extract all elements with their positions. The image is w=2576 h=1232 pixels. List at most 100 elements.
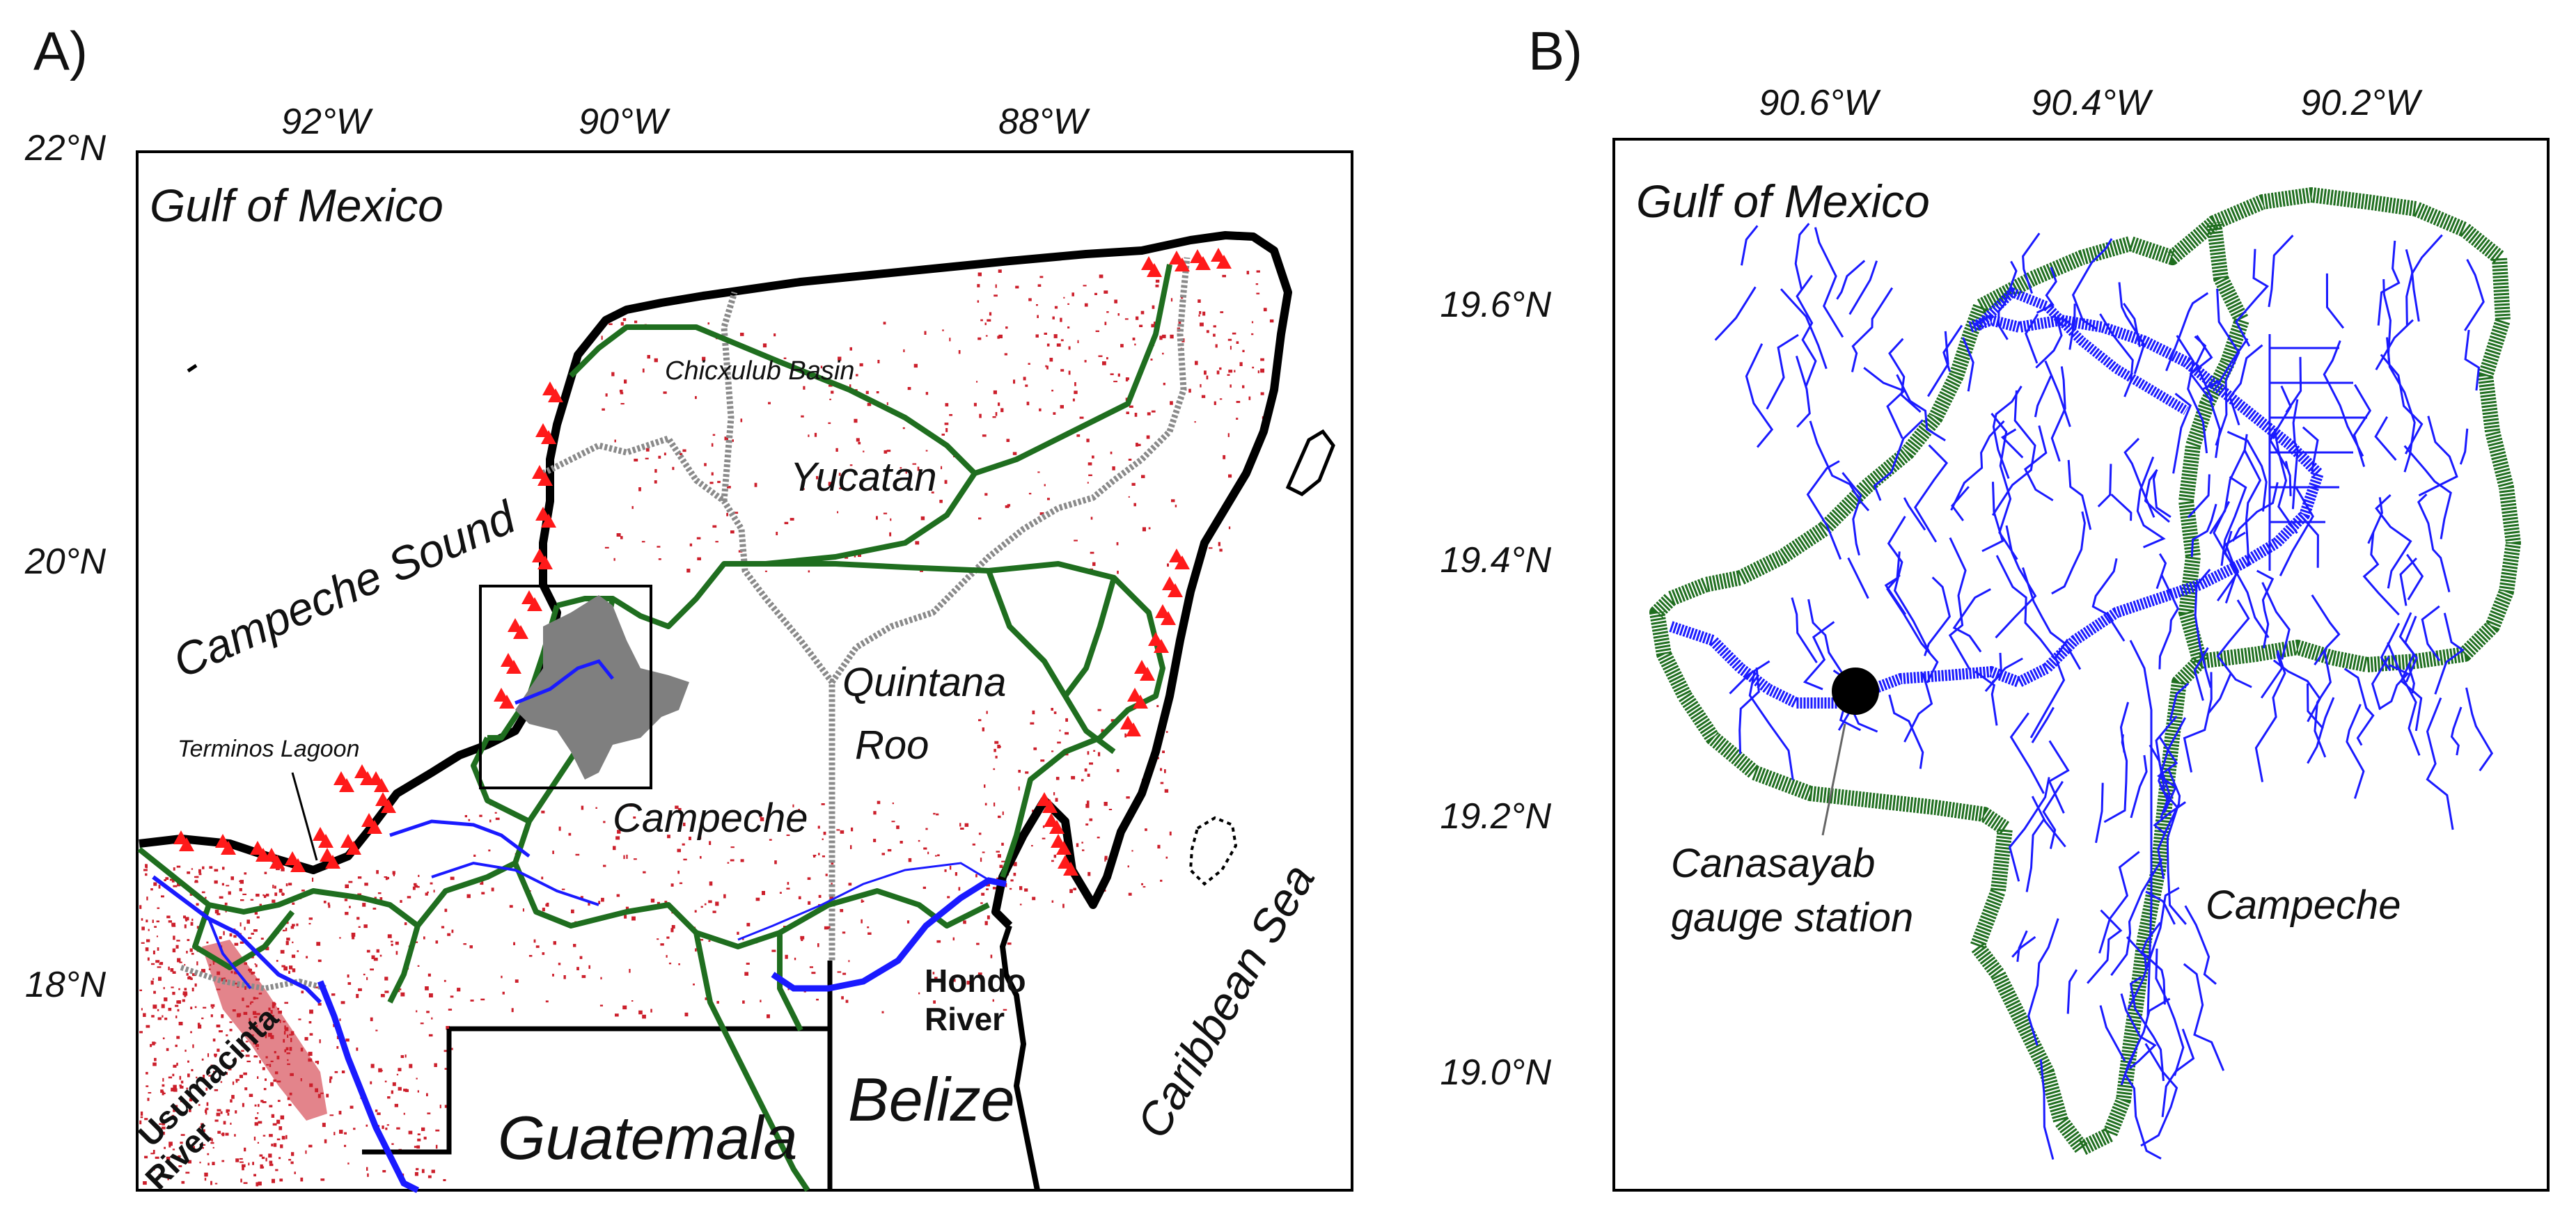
wetland-point — [141, 926, 145, 931]
wetland-point — [152, 1150, 155, 1154]
gauge-station-marker[interactable] — [1832, 668, 1879, 715]
wetland-point — [1197, 299, 1201, 303]
wetland-point — [262, 1166, 265, 1169]
wetland-point — [495, 817, 500, 821]
wetland-point — [1051, 708, 1053, 711]
wetland-point — [861, 900, 865, 903]
gauge-marker — [513, 625, 528, 639]
wetland-point — [1086, 439, 1090, 443]
small-islet — [187, 363, 198, 373]
wetland-point — [396, 1127, 400, 1130]
wetland-point — [1090, 516, 1093, 520]
wetland-point — [831, 862, 834, 865]
wetland-point — [241, 1050, 244, 1052]
wetland-point — [993, 390, 997, 395]
wetland-point — [1072, 398, 1075, 402]
wetland-point — [602, 408, 605, 411]
wetland-point — [170, 968, 174, 972]
wetland-point — [1077, 340, 1079, 343]
wetland-point — [987, 319, 991, 322]
wetland-point — [801, 488, 805, 490]
wetland-point — [292, 968, 296, 972]
wetland-point — [280, 949, 285, 954]
wetland-point — [1053, 334, 1058, 338]
wetland-point — [275, 1169, 278, 1171]
wetland-point — [1018, 770, 1021, 773]
wetland-point — [1124, 318, 1129, 320]
wetland-point — [182, 991, 187, 996]
stream — [1995, 555, 2058, 662]
wetland-point — [448, 1009, 453, 1011]
stream — [2235, 248, 2270, 347]
stream — [1738, 667, 1760, 755]
wetland-point — [243, 1072, 247, 1075]
wetland-point — [220, 1081, 223, 1083]
wetland-point — [801, 937, 803, 941]
wetland-point — [288, 970, 290, 974]
wetland-point — [697, 557, 701, 560]
wetland-point — [626, 854, 628, 859]
wetland-point — [1042, 825, 1045, 828]
stream — [2323, 340, 2364, 457]
wetland-point — [435, 1144, 438, 1149]
panel-b-map: Gulf of Mexico Canasayab gauge station C… — [1612, 138, 2550, 1192]
wetland-point — [700, 906, 703, 908]
wetland-point — [314, 986, 318, 988]
wetland-point — [394, 1103, 398, 1107]
wetland-point — [217, 1109, 221, 1112]
wetland-point — [161, 895, 164, 898]
wetland-point — [141, 918, 143, 921]
wetland-point — [717, 480, 721, 483]
watershed-border — [724, 561, 1165, 878]
wetland-point — [858, 441, 861, 445]
wetland-point — [1242, 349, 1245, 352]
wetland-point — [326, 1093, 329, 1098]
gauge-marker — [1175, 555, 1190, 569]
wetland-point — [920, 516, 925, 521]
wetland-point — [370, 1081, 372, 1084]
wetland-point — [363, 973, 366, 976]
wetland-point — [1093, 750, 1096, 752]
wetland-point — [638, 487, 641, 491]
wetland-point — [1073, 887, 1076, 891]
wetland-point — [1006, 439, 1010, 442]
wetland-point — [1005, 505, 1010, 508]
gauge-marker — [290, 858, 306, 872]
wetland-point — [279, 1178, 283, 1182]
wetland-point — [1131, 482, 1136, 486]
wetland-point — [595, 807, 597, 809]
wetland-point — [205, 1107, 209, 1110]
wetland-point — [841, 996, 844, 1000]
wetland-point — [1015, 285, 1019, 289]
wetland-point — [181, 1180, 185, 1184]
terminos-label: Terminos Lagoon — [178, 736, 359, 762]
wetland-point — [274, 885, 276, 889]
wetland-point — [801, 415, 804, 418]
wetland-point — [356, 917, 360, 920]
wetland-point — [444, 1068, 448, 1070]
wetland-point — [439, 1105, 441, 1109]
wetland-point — [1044, 484, 1046, 487]
wetland-point — [220, 1111, 223, 1114]
wetland-point — [1160, 879, 1163, 882]
wetland-point — [242, 1166, 244, 1171]
wetland-point — [501, 975, 503, 979]
wetland-point — [712, 434, 716, 436]
wetland-point — [371, 955, 375, 959]
wetland-point — [278, 1126, 283, 1130]
wetland-point — [385, 877, 388, 880]
wetland-point — [159, 1123, 162, 1125]
wetland-point — [481, 892, 485, 894]
wetland-point — [470, 1000, 474, 1002]
gauge-marker — [339, 778, 354, 792]
wetland-point — [654, 468, 657, 473]
wetland-point — [680, 452, 683, 455]
wetland-point — [907, 387, 911, 390]
wetland-point — [1052, 316, 1055, 319]
wetland-point — [165, 877, 169, 880]
wetland-point — [994, 748, 996, 752]
wetland-point — [152, 978, 155, 980]
wetland-point — [1106, 311, 1109, 313]
wetland-point — [208, 1075, 212, 1077]
wetland-point — [1164, 789, 1169, 793]
